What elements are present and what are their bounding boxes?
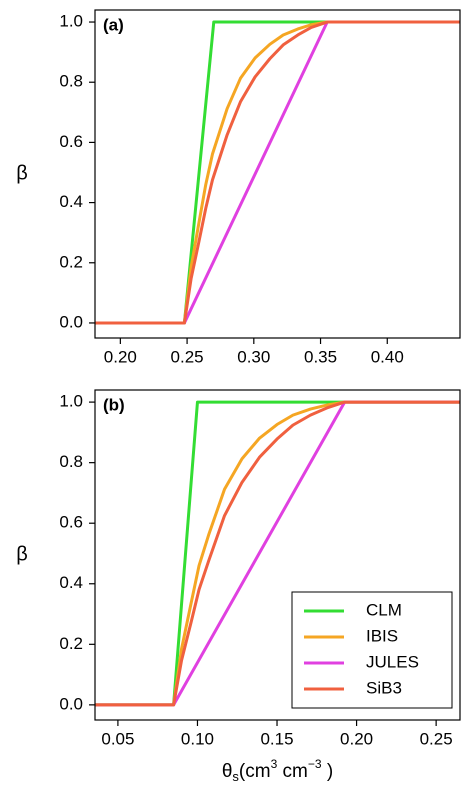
y-tick-label: 0.8 <box>59 452 83 471</box>
legend-label: SiB3 <box>366 678 402 697</box>
x-tick-label: 0.10 <box>181 729 214 748</box>
plot-frame <box>94 389 461 721</box>
panel-label: (a) <box>103 15 124 34</box>
x-axis-label-part: ) <box>322 761 334 782</box>
y-tick-label: 0.6 <box>59 513 83 532</box>
x-tick-label: 0.20 <box>340 729 373 748</box>
y-tick-label: 1.0 <box>59 392 83 411</box>
x-axis-label-part: s <box>232 769 239 784</box>
data-line <box>95 20 460 325</box>
x-axis-label-part: θ <box>222 761 233 782</box>
y-tick-label: 0.2 <box>59 252 83 271</box>
x-tick-label: 0.35 <box>304 347 337 366</box>
x-tick-label: 0.15 <box>260 729 293 748</box>
y-tick-label: 0.8 <box>59 72 83 91</box>
panel-label: (b) <box>103 395 125 414</box>
x-tick-label: 0.20 <box>104 347 137 366</box>
x-tick-label: 0.25 <box>420 729 453 748</box>
x-axis-label-part: (cm <box>239 761 271 782</box>
y-tick-label: 0.0 <box>59 694 83 713</box>
x-tick-label: 0.05 <box>101 729 134 748</box>
legend-label: IBIS <box>366 626 398 645</box>
x-tick-label: 0.40 <box>371 347 404 366</box>
plot-frame <box>94 9 461 339</box>
x-axis-label-part: cm <box>277 761 308 782</box>
y-tick-label: 0.6 <box>59 132 83 151</box>
y-tick-label: 0.0 <box>59 312 83 331</box>
data-line <box>95 20 460 325</box>
y-axis-label: β <box>16 162 28 184</box>
y-tick-label: 0.4 <box>59 192 83 211</box>
x-axis-label-part: −3 <box>308 757 322 771</box>
legend-label: JULES <box>366 652 419 671</box>
y-axis-label: β <box>16 543 28 565</box>
data-line <box>95 20 460 325</box>
data-line <box>95 400 460 707</box>
x-axis-label-part: 3 <box>271 757 278 771</box>
y-tick-label: 1.0 <box>59 12 83 31</box>
x-axis-label: θs(cm3 cm−3 ) <box>222 757 333 784</box>
y-tick-label: 0.4 <box>59 573 83 592</box>
legend-label: CLM <box>366 600 402 619</box>
x-tick-label: 0.30 <box>237 347 270 366</box>
data-line <box>95 20 460 325</box>
data-line <box>95 400 460 707</box>
y-tick-label: 0.2 <box>59 634 83 653</box>
x-tick-label: 0.25 <box>171 347 204 366</box>
